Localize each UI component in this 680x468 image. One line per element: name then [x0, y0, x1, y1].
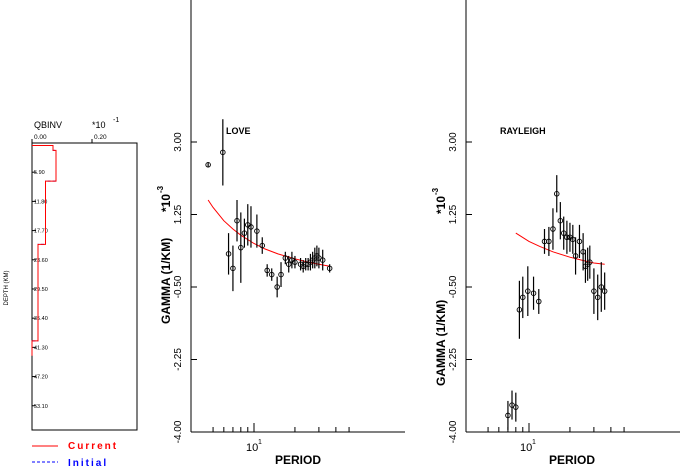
love-data-point [205, 162, 211, 168]
ray-data-point [520, 294, 526, 301]
love-data-point [282, 255, 289, 261]
love-data-point [319, 257, 326, 263]
qbinv-panel: QBINV *10 -1 0.00 0.20 5.90 11.80 17.70 23.6… [4, 117, 138, 468]
qbinv-initial-line [31, 145, 57, 356]
ray-data-point [530, 290, 537, 296]
qbinv-y-tick-label: 23.60 [34, 258, 48, 264]
ray-data-point [546, 238, 552, 245]
love-y-scale-exp: -3 [156, 185, 165, 193]
ray-y-tick-label: -2.25 [448, 348, 459, 371]
love-data-point [220, 149, 226, 156]
rayleigh-x-axis-label: PERIOD [549, 453, 595, 467]
rayleigh-y-axis-label-group: GAMMA (1/KM) *10 -3 [431, 187, 448, 386]
qbinv-y-ticks: 5.90 11.80 17.70 23.60 29.50 35.40 41.30 47.20 5… [32, 170, 48, 410]
love-panel: LOVE -4.00 -2.25 -0.50 1.25 3.00 GAMMA (1/KM… [156, 0, 405, 467]
qbinv-y-axis-label: DEPTH (KM) [4, 271, 10, 306]
love-x-axis-label: PERIOD [275, 453, 321, 467]
love-data-point [259, 242, 266, 249]
love-data-point [274, 284, 280, 290]
ray-data-point [587, 259, 593, 265]
love-model-curve [207, 199, 330, 267]
rayleigh-panel: RAYLEIGH -4.00 -2.25 -0.50 1.25 3.00 GAMMA (… [431, 0, 680, 467]
rayleigh-x-tick-label: 10 [520, 442, 532, 454]
ray-data-point [505, 412, 511, 419]
rayleigh-y-scale-label: *10 [434, 196, 448, 214]
qbinv-frame [31, 142, 138, 431]
ray-data-point [513, 404, 519, 410]
love-y-axis-label-group: GAMMA (1/KM) *10 -3 [156, 185, 173, 324]
ray-data-point [536, 298, 542, 305]
rayleigh-x-tick-exp: 1 [532, 439, 536, 446]
ray-data-point [516, 307, 523, 313]
love-data-point [326, 265, 333, 272]
ray-y-tick-label: -0.50 [448, 275, 459, 298]
legend-current-label: Current [68, 441, 118, 452]
qbinv-y-tick-label: 53.10 [34, 404, 48, 410]
love-y-scale-label: *10 [159, 194, 173, 212]
qbinv-y-tick-label: 5.90 [34, 170, 45, 176]
love-x-tick-label: 10 [246, 442, 258, 454]
love-data-point [241, 230, 248, 236]
qbinv-x-tick-labels: 0.00 0.20 [34, 134, 107, 141]
ray-data-point [550, 226, 556, 232]
love-y-tick-label: 1.25 [173, 204, 184, 224]
qbinv-current-line [31, 145, 57, 356]
qbinv-y-tick-label: 47.20 [34, 375, 48, 381]
love-data-point [278, 271, 284, 278]
qbinv-x-tick-label: 0.20 [94, 134, 107, 141]
love-data-point [225, 251, 232, 257]
ray-data-point [554, 191, 560, 197]
rayleigh-y-ticks: -4.00 -2.25 -0.50 1.25 3.00 [448, 132, 472, 443]
qbinv-x-tick-label: 0.00 [34, 134, 47, 141]
ray-data-point [598, 284, 605, 290]
qbinv-y-tick-label: 41.30 [34, 345, 48, 351]
rayleigh-y-axis-label: GAMMA (1/KM) [434, 300, 448, 386]
love-data-point [248, 224, 254, 230]
love-data-point [292, 259, 298, 265]
qbinv-x-ticks [31, 139, 93, 143]
rayleigh-y-scale-exp: -3 [431, 187, 440, 195]
qbinv-y-tick-label: 11.80 [34, 199, 47, 205]
love-data-point [285, 261, 292, 267]
love-y-tick-label: -2.25 [173, 348, 184, 371]
ray-y-tick-label: 1.25 [448, 204, 459, 224]
qbinv-title: QBINV [34, 120, 62, 130]
ray-data-point [572, 253, 579, 259]
qbinv-scale-label: *10 [92, 120, 106, 130]
love-data-marks [205, 119, 333, 298]
love-y-tick-label: 3.00 [173, 132, 184, 152]
ray-data-point [591, 288, 597, 294]
qbinv-scale-exp: -1 [113, 117, 119, 124]
love-title: LOVE [226, 126, 251, 136]
love-x-tick-exp: 1 [258, 439, 262, 446]
love-y-tick-label: -0.50 [173, 275, 184, 298]
ray-data-point [576, 238, 583, 245]
love-y-ticks: -4.00 -2.25 -0.50 1.25 3.00 [173, 132, 197, 443]
ray-data-point [560, 230, 567, 236]
ray-y-tick-label: 3.00 [448, 132, 459, 152]
love-data-point [268, 271, 275, 278]
love-y-tick-label: -4.00 [173, 420, 184, 443]
love-data-point [234, 217, 240, 224]
qbinv-y-tick-label: 35.40 [34, 316, 48, 322]
love-y-axis-label: GAMMA (1/KM) [159, 238, 173, 324]
ray-data-point [557, 217, 564, 224]
ray-y-tick-label: -4.00 [448, 420, 459, 443]
ray-data-point [564, 234, 570, 241]
love-data-point [264, 267, 270, 274]
legend-initial-label: Initial [68, 458, 108, 468]
love-x-ticks [212, 423, 350, 432]
rayleigh-data-marks [505, 175, 608, 430]
qbinv-y-tick-label: 17.70 [34, 229, 48, 235]
qbinv-y-tick-label: 29.50 [34, 287, 48, 293]
love-data-point [238, 244, 244, 251]
love-data-point [254, 228, 260, 234]
ray-data-point [525, 288, 531, 294]
ray-data-point [601, 288, 608, 294]
love-data-point [230, 265, 236, 272]
rayleigh-title: RAYLEIGH [500, 126, 546, 136]
ray-data-point [594, 294, 601, 301]
